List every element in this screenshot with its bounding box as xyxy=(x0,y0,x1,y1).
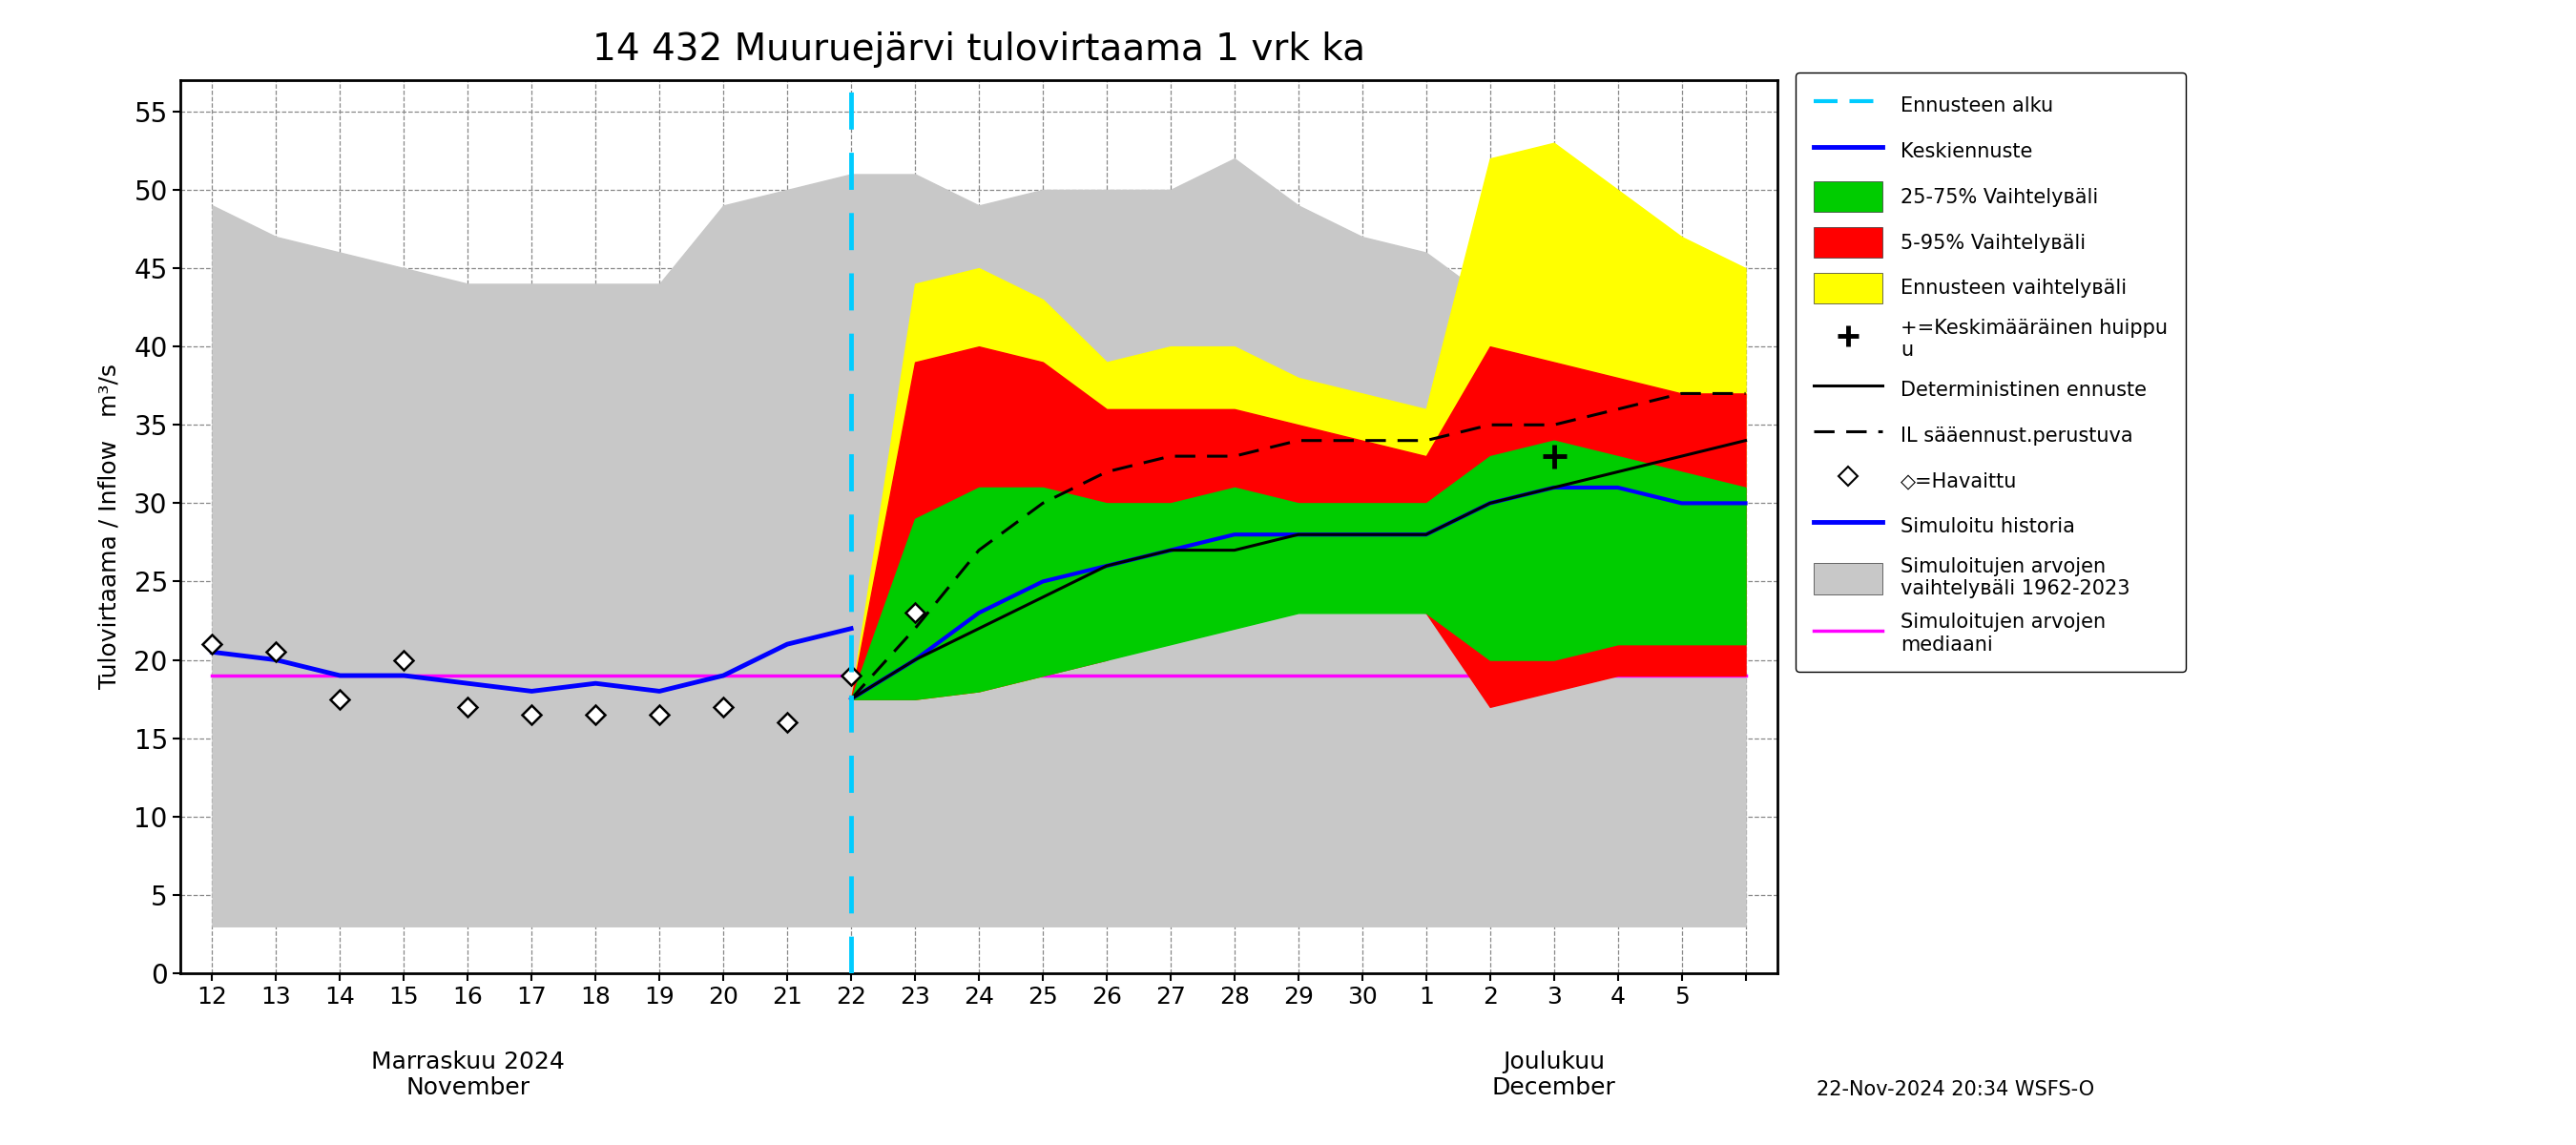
Title: 14 432 Muuruejärvi tulovirtaama 1 vrk ka: 14 432 Muuruejärvi tulovirtaama 1 vrk ka xyxy=(592,32,1365,68)
Legend: Ennusteen alku, Keskiennuste, 25-75% Vaihtelувäli, 5-95% Vaihtelувäli, Ennusteen: Ennusteen alku, Keskiennuste, 25-75% Vai… xyxy=(1795,72,2187,672)
Text: 22-Nov-2024 20:34 WSFS-O: 22-Nov-2024 20:34 WSFS-O xyxy=(1816,1080,2094,1099)
Text: Marraskuu 2024
November: Marraskuu 2024 November xyxy=(371,1050,564,1099)
Y-axis label: Tulovirtaama / Inflow   m³/s: Tulovirtaama / Inflow m³/s xyxy=(98,364,121,689)
Text: Joulukuu
December: Joulukuu December xyxy=(1492,1050,1615,1099)
